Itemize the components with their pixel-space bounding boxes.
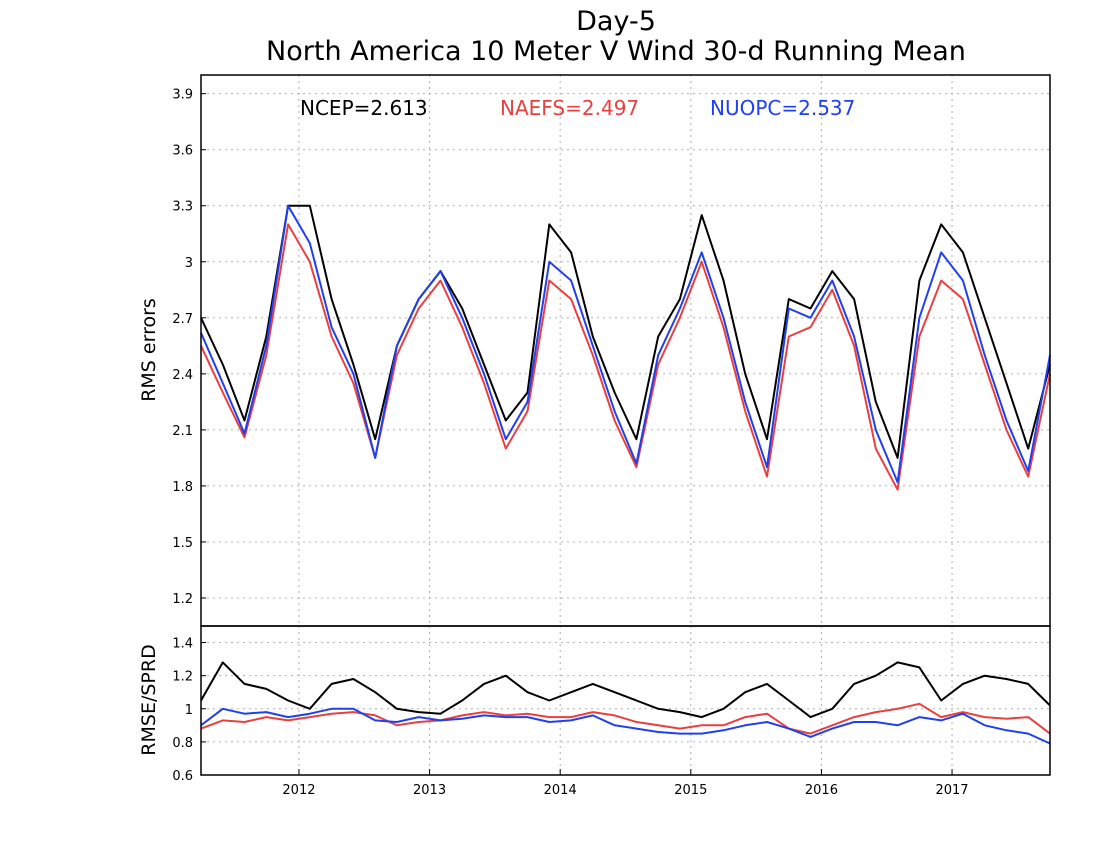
main-y-tick-label: 2.7: [172, 312, 193, 327]
main-y-axis-label: RMS errors: [138, 298, 160, 402]
ratio-y-tick-label: 0.6: [172, 769, 193, 784]
ratio-plot-frame: [200, 625, 1051, 776]
main-series-line-nuopc: [200, 204, 1051, 484]
ratio-series-line-nuopc: [200, 707, 1051, 745]
chart-title-line2: North America 10 Meter V Wind 30-d Runni…: [266, 36, 966, 67]
main-plot-frame: [200, 74, 1051, 627]
main-series-line-ncep: [200, 204, 1051, 459]
main-y-tick-label: 2.4: [172, 368, 193, 383]
main-plot-lines: [200, 204, 1051, 491]
main-plot-grid: [201, 75, 1050, 626]
x-tick-label: 2016: [805, 783, 838, 798]
main-y-tick-label: 1.8: [172, 480, 193, 495]
ratio-series-line-ncep: [200, 661, 1051, 719]
main-y-tick-labels: 1.2 1.5 1.8 2.1 2.4 2.7 3 3.3 3.6 3.9: [172, 88, 206, 607]
x-tick-labels: 2012 2013 2014 2015 2016 2017: [282, 769, 969, 798]
main-y-tick-label: 3: [185, 256, 193, 271]
x-tick-label: 2017: [935, 783, 968, 798]
x-tick-label: 2014: [544, 783, 577, 798]
legend: NCEP=2.613 NAEFS=2.497 NUOPC=2.537: [300, 96, 855, 120]
main-y-tick-label: 1.2: [172, 592, 193, 607]
ratio-plot-grid: [201, 626, 1050, 776]
ratio-y-tick-label: 1: [185, 703, 193, 718]
main-y-tick-label: 2.1: [172, 424, 193, 439]
main-series-line-naefs: [200, 223, 1051, 491]
chart-title-line1: Day-5: [576, 6, 656, 37]
x-tick-label: 2013: [413, 783, 446, 798]
ratio-y-tick-labels: 0.6 0.8 1 1.2 1.4: [172, 637, 206, 784]
ratio-series-line-naefs: [200, 702, 1051, 735]
main-y-tick-label: 1.5: [172, 536, 193, 551]
main-y-tick-label: 3.9: [172, 88, 193, 103]
legend-entry-naefs: NAEFS=2.497: [500, 96, 639, 120]
main-y-tick-label: 3.6: [172, 144, 193, 159]
ratio-y-tick-label: 1.2: [172, 670, 193, 685]
ratio-plot-lines: [200, 661, 1051, 745]
ratio-y-tick-label: 1.4: [172, 637, 193, 652]
legend-entry-nuopc: NUOPC=2.537: [710, 96, 855, 120]
x-tick-label: 2015: [674, 783, 707, 798]
x-tick-label: 2012: [282, 783, 315, 798]
ratio-y-tick-label: 0.8: [172, 736, 193, 751]
legend-entry-ncep: NCEP=2.613: [300, 96, 428, 120]
main-y-tick-label: 3.3: [172, 200, 193, 215]
ratio-y-axis-label: RMSE/SPRD: [138, 644, 160, 755]
